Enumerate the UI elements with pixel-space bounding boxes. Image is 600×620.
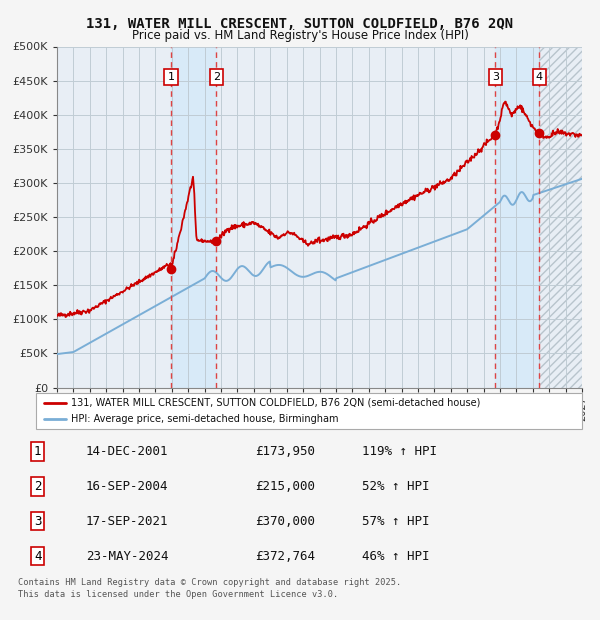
- Text: HPI: Average price, semi-detached house, Birmingham: HPI: Average price, semi-detached house,…: [71, 414, 339, 424]
- Text: This data is licensed under the Open Government Licence v3.0.: This data is licensed under the Open Gov…: [18, 590, 338, 600]
- Text: 131, WATER MILL CRESCENT, SUTTON COLDFIELD, B76 2QN: 131, WATER MILL CRESCENT, SUTTON COLDFIE…: [86, 17, 514, 32]
- Text: 1: 1: [34, 445, 41, 458]
- Text: £173,950: £173,950: [255, 445, 315, 458]
- Text: 46% ↑ HPI: 46% ↑ HPI: [362, 549, 430, 562]
- Text: 2: 2: [213, 72, 220, 82]
- Text: Price paid vs. HM Land Registry's House Price Index (HPI): Price paid vs. HM Land Registry's House …: [131, 29, 469, 42]
- FancyBboxPatch shape: [36, 393, 582, 429]
- Bar: [171, 46, 217, 388]
- Text: 14-DEC-2001: 14-DEC-2001: [86, 445, 168, 458]
- Text: 16-SEP-2004: 16-SEP-2004: [86, 480, 168, 493]
- Text: 1: 1: [167, 72, 175, 82]
- Text: £372,764: £372,764: [255, 549, 315, 562]
- Text: £215,000: £215,000: [255, 480, 315, 493]
- Text: 4: 4: [34, 549, 41, 562]
- Text: 52% ↑ HPI: 52% ↑ HPI: [362, 480, 430, 493]
- Text: 4: 4: [536, 72, 543, 82]
- Text: 131, WATER MILL CRESCENT, SUTTON COLDFIELD, B76 2QN (semi-detached house): 131, WATER MILL CRESCENT, SUTTON COLDFIE…: [71, 398, 481, 408]
- Text: 3: 3: [492, 72, 499, 82]
- Bar: [495, 46, 539, 388]
- Text: 23-MAY-2024: 23-MAY-2024: [86, 549, 168, 562]
- Bar: [539, 46, 582, 388]
- Text: 3: 3: [34, 515, 41, 528]
- Text: £370,000: £370,000: [255, 515, 315, 528]
- Text: 57% ↑ HPI: 57% ↑ HPI: [362, 515, 430, 528]
- Text: Contains HM Land Registry data © Crown copyright and database right 2025.: Contains HM Land Registry data © Crown c…: [18, 578, 401, 587]
- Text: 2: 2: [34, 480, 41, 493]
- Text: 119% ↑ HPI: 119% ↑ HPI: [362, 445, 437, 458]
- Text: 17-SEP-2021: 17-SEP-2021: [86, 515, 168, 528]
